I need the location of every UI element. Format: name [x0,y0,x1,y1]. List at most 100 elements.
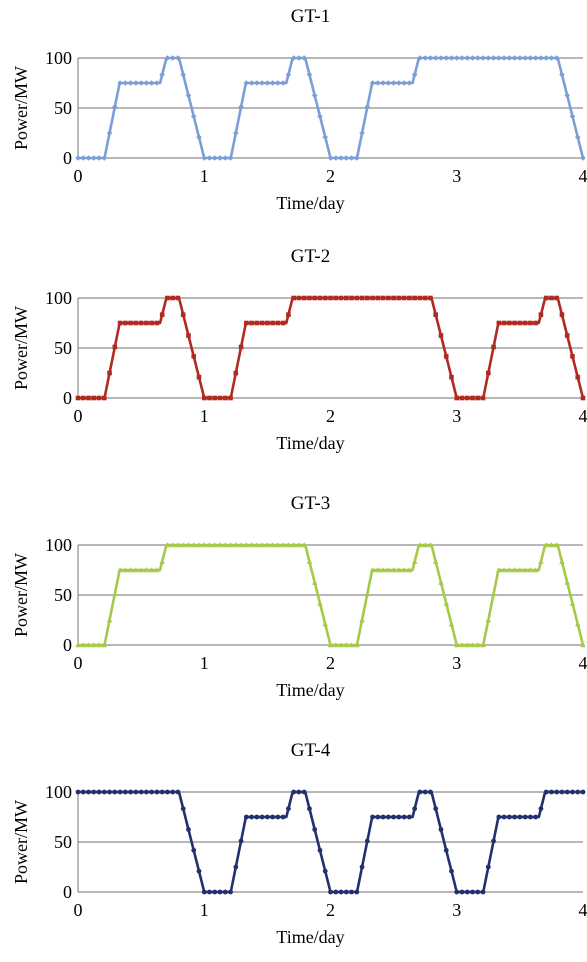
data-point [538,312,544,317]
data-point [233,864,239,870]
data-point [201,889,207,895]
data-point [417,55,423,61]
data-point [422,789,428,795]
data-point [207,395,212,401]
data-point [196,374,202,380]
data-point [396,567,402,573]
data-point [80,155,87,161]
data-point [453,642,460,648]
data-point [170,789,176,795]
data-point [249,320,254,326]
x-axis-label: Time/day [276,433,344,453]
data-point [369,80,376,86]
data-point [428,789,433,795]
data-point [122,80,129,86]
data-point [533,320,538,326]
data-point [569,600,576,606]
data-point [338,295,344,301]
data-point [317,113,323,120]
data-point [96,395,102,401]
data-point [370,295,375,301]
x-tick-label: 2 [326,900,335,920]
data-point [75,155,81,161]
data-point [190,542,197,548]
data-point [275,80,281,86]
data-point [501,567,507,573]
data-point [149,789,155,795]
data-point [549,295,554,301]
data-point [222,889,228,895]
data-point [154,320,160,326]
data-point [438,333,444,338]
data-point [380,295,386,301]
data-point [428,295,433,301]
y-axis-label: Power/MW [11,553,31,637]
data-point [296,55,302,61]
data-point [417,542,423,548]
data-point [80,395,86,401]
data-point [86,789,91,795]
data-point [396,814,402,820]
data-point [227,155,234,161]
data-point [432,55,439,61]
data-point [254,80,260,86]
data-point [322,868,328,874]
data-point [227,542,234,548]
data-point [517,814,523,820]
data-point [233,370,239,376]
data-point [454,395,460,401]
data-point [496,814,502,820]
data-point [190,113,197,120]
data-point [485,617,492,623]
data-point [443,600,450,606]
data-point [375,814,381,820]
y-tick-label: 100 [45,782,72,802]
data-point [211,542,218,548]
y-tick-label: 100 [45,535,72,555]
data-point [486,370,491,376]
x-tick-label: 1 [200,406,209,426]
data-point [186,333,191,338]
data-point [459,642,465,648]
data-point [474,642,481,648]
data-point [332,155,339,161]
data-point [180,806,186,812]
data-point [296,295,302,301]
data-point [385,80,392,86]
data-point [196,134,202,140]
data-point [164,55,171,61]
data-point [496,55,502,61]
data-point [417,789,423,795]
data-point [512,320,517,326]
data-point [380,567,386,573]
data-point [401,814,407,820]
data-point [96,642,102,648]
data-point [507,320,512,326]
data-point [243,80,250,86]
data-point [512,814,518,820]
data-point [301,789,307,795]
data-point [207,889,212,895]
x-tick-label: 3 [452,653,461,673]
data-point [122,789,128,795]
data-point [280,814,286,820]
x-tick-label: 1 [200,900,209,920]
data-point [380,814,386,820]
y-tick-label: 50 [54,338,72,358]
data-point [517,55,523,61]
data-point [317,295,323,301]
data-point [511,567,518,573]
data-point [406,80,413,86]
data-point [348,155,355,161]
data-point [343,155,350,161]
data-point [264,814,270,820]
y-axis-label: Power/MW [11,800,31,884]
data-point [548,542,555,548]
chart-title: GT-2 [291,246,330,267]
data-point [448,621,455,627]
data-point [291,295,296,301]
data-point [559,71,565,78]
data-point [338,155,344,161]
data-point [349,889,354,895]
data-point [259,320,265,326]
